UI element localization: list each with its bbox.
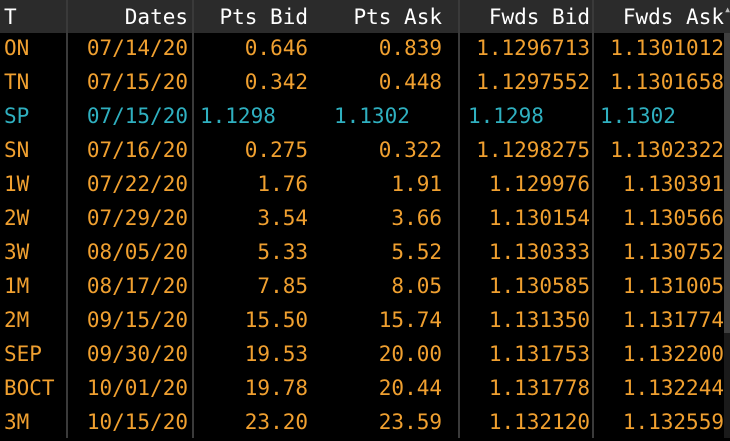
cell-tenor: SEP — [4, 342, 42, 366]
cell-pts-ask: 0.839 — [378, 36, 442, 60]
cell-pts-bid: 15.50 — [244, 308, 308, 332]
cell-tenor: 2M — [4, 308, 30, 332]
cell-pts-bid: 19.78 — [244, 376, 308, 400]
cell-fwds-ask: 1.130391 — [622, 172, 724, 196]
col-header-pts-ask[interactable]: Pts Ask — [353, 5, 442, 29]
cell-fwds-bid: 1.1296713 — [476, 36, 590, 60]
cell-fwds-ask: 1.132244 — [622, 376, 724, 400]
cell-pts-bid: 23.20 — [244, 410, 308, 434]
cell-fwds-bid: 1.130333 — [488, 240, 590, 264]
table-row[interactable]: 2W 07/29/20 3.54 3.66 1.130154 1.130566 — [0, 203, 724, 237]
col-header-tenor[interactable]: T — [4, 5, 17, 29]
table-row[interactable]: SP 07/15/20 1.1298 1.1302 1.1298 1.1302 — [0, 101, 724, 135]
vertical-scrollbar[interactable] — [724, 33, 730, 438]
table-row[interactable]: 2M 09/15/20 15.50 15.74 1.131350 1.131774 — [0, 305, 724, 339]
cell-pts-ask: 20.44 — [378, 376, 442, 400]
cell-tenor: SP — [4, 104, 30, 128]
column-divider — [192, 0, 194, 438]
cell-fwds-ask: 1.130566 — [622, 206, 724, 230]
cell-tenor: 3W — [4, 240, 30, 264]
cell-date: 07/15/20 — [86, 70, 188, 94]
cell-pts-ask: 15.74 — [378, 308, 442, 332]
table-row[interactable]: ON 07/14/20 0.646 0.839 1.1296713 1.1301012 — [0, 33, 724, 67]
table-row[interactable]: SN 07/16/20 0.275 0.322 1.1298275 1.1302322 — [0, 135, 724, 169]
table-row[interactable]: 3M 10/15/20 23.20 23.59 1.132120 1.132559 — [0, 407, 724, 441]
scroll-up-arrow-icon[interactable]: ▴ — [724, 2, 730, 16]
table-row[interactable]: SEP 09/30/20 19.53 20.00 1.131753 1.132200 — [0, 339, 724, 373]
cell-fwds-bid: 1.132120 — [488, 410, 590, 434]
table-header: T Dates Pts Bid Pts Ask Fwds Bid Fwds As… — [0, 0, 730, 33]
cell-tenor: TN — [4, 70, 30, 94]
cell-pts-bid: 0.342 — [244, 70, 308, 94]
cell-pts-bid: 1.1298 — [200, 104, 276, 128]
cell-pts-ask: 20.00 — [378, 342, 442, 366]
cell-date: 10/15/20 — [86, 410, 188, 434]
cell-tenor: ON — [4, 36, 30, 60]
cell-fwds-bid: 1.131753 — [488, 342, 590, 366]
cell-pts-ask: 23.59 — [378, 410, 442, 434]
cell-fwds-ask: 1.130752 — [622, 240, 724, 264]
cell-date: 08/05/20 — [86, 240, 188, 264]
scrollbar-thumb[interactable] — [724, 33, 730, 333]
cell-pts-ask: 0.448 — [378, 70, 442, 94]
table-row[interactable]: 1M 08/17/20 7.85 8.05 1.130585 1.131005 — [0, 271, 724, 305]
cell-fwds-bid: 1.131350 — [488, 308, 590, 332]
cell-tenor: 1M — [4, 274, 30, 298]
cell-fwds-ask: 1.1301658 — [610, 70, 724, 94]
cell-date: 07/14/20 — [86, 36, 188, 60]
table-row[interactable]: 3W 08/05/20 5.33 5.52 1.130333 1.130752 — [0, 237, 724, 271]
cell-tenor: 2W — [4, 206, 30, 230]
cell-date: 07/15/20 — [86, 104, 188, 128]
cell-pts-ask: 3.66 — [391, 206, 442, 230]
column-divider — [592, 0, 594, 438]
cell-fwds-bid: 1.130585 — [488, 274, 590, 298]
cell-fwds-bid: 1.1298275 — [476, 138, 590, 162]
cell-pts-ask: 0.322 — [378, 138, 442, 162]
cell-date: 08/17/20 — [86, 274, 188, 298]
cell-fwds-ask: 1.1302 — [600, 104, 676, 128]
table-row[interactable]: TN 07/15/20 0.342 0.448 1.1297552 1.1301658 — [0, 67, 724, 101]
col-header-dates[interactable]: Dates — [124, 5, 188, 29]
cell-fwds-bid: 1.130154 — [488, 206, 590, 230]
cell-pts-bid: 0.275 — [244, 138, 308, 162]
column-divider — [458, 0, 460, 438]
col-header-fwds-ask[interactable]: Fwds Ask — [622, 5, 724, 29]
cell-fwds-ask: 1.131005 — [622, 274, 724, 298]
cell-fwds-ask: 1.132200 — [622, 342, 724, 366]
cell-pts-bid: 19.53 — [244, 342, 308, 366]
cell-pts-ask: 8.05 — [391, 274, 442, 298]
table-row[interactable]: BOCT 10/01/20 19.78 20.44 1.131778 1.132244 — [0, 373, 724, 407]
cell-tenor: 3M — [4, 410, 30, 434]
cell-tenor: BOCT — [4, 376, 55, 400]
cell-date: 07/29/20 — [86, 206, 188, 230]
cell-tenor: SN — [4, 138, 30, 162]
cell-pts-ask: 5.52 — [391, 240, 442, 264]
cell-fwds-bid: 1.1298 — [468, 104, 544, 128]
cell-date: 09/15/20 — [86, 308, 188, 332]
cell-fwds-ask: 1.132559 — [622, 410, 724, 434]
cell-fwds-ask: 1.1301012 — [610, 36, 724, 60]
cell-pts-bid: 1.76 — [257, 172, 308, 196]
cell-date: 09/30/20 — [86, 342, 188, 366]
cell-pts-bid: 7.85 — [257, 274, 308, 298]
cell-pts-bid: 0.646 — [244, 36, 308, 60]
cell-pts-bid: 5.33 — [257, 240, 308, 264]
cell-fwds-bid: 1.1297552 — [476, 70, 590, 94]
column-divider — [66, 0, 68, 438]
cell-fwds-bid: 1.129976 — [488, 172, 590, 196]
col-header-pts-bid[interactable]: Pts Bid — [219, 5, 308, 29]
cell-fwds-ask: 1.1302322 — [610, 138, 724, 162]
cell-tenor: 1W — [4, 172, 30, 196]
table-row[interactable]: 1W 07/22/20 1.76 1.91 1.129976 1.130391 — [0, 169, 724, 203]
cell-pts-ask: 1.1302 — [334, 104, 410, 128]
cell-pts-bid: 3.54 — [257, 206, 308, 230]
cell-pts-ask: 1.91 — [391, 172, 442, 196]
col-header-fwds-bid[interactable]: Fwds Bid — [488, 5, 590, 29]
cell-fwds-ask: 1.131774 — [622, 308, 724, 332]
cell-date: 07/16/20 — [86, 138, 188, 162]
cell-date: 10/01/20 — [86, 376, 188, 400]
cell-date: 07/22/20 — [86, 172, 188, 196]
cell-fwds-bid: 1.131778 — [488, 376, 590, 400]
